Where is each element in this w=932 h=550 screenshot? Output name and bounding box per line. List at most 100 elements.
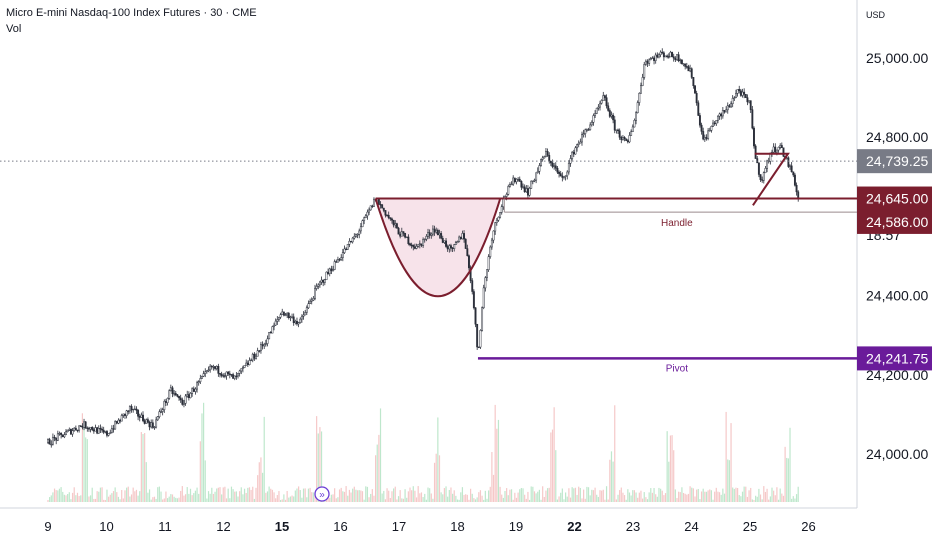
- volume-bar: [314, 494, 316, 502]
- volume-bar: [492, 474, 495, 502]
- volume-bar: [248, 487, 251, 502]
- candle-body: [561, 175, 564, 178]
- candle-body: [594, 113, 597, 116]
- volume-bar: [160, 491, 162, 502]
- volume-bar: [278, 491, 280, 502]
- volume-bar: [653, 488, 655, 502]
- volume-bar: [669, 435, 672, 502]
- volume-bar: [181, 486, 183, 502]
- candle-body: [409, 243, 411, 246]
- volume-bar: [792, 496, 794, 502]
- candle-body: [530, 180, 533, 189]
- volume-bar: [535, 493, 537, 502]
- volume-bar: [425, 499, 427, 502]
- candle-body: [792, 171, 795, 176]
- volume-bar: [791, 498, 793, 502]
- candle-body: [526, 188, 529, 196]
- volume-bar: [98, 491, 100, 502]
- candle-body: [345, 248, 348, 250]
- candle-body: [225, 371, 228, 377]
- volume-bar: [509, 489, 511, 502]
- volume-bar: [759, 494, 762, 502]
- candle-body: [700, 124, 703, 132]
- candle-body: [535, 172, 538, 181]
- volume-bar: [255, 487, 257, 502]
- volume-bar: [451, 493, 454, 502]
- candle-body: [508, 184, 511, 187]
- volume-bar: [777, 499, 780, 502]
- candle-body: [671, 52, 674, 57]
- candle-body: [297, 322, 300, 325]
- volume-bar: [641, 498, 644, 502]
- candle-body: [654, 54, 657, 61]
- volume-bar: [89, 495, 92, 502]
- volume-bar: [569, 497, 572, 502]
- candle-body: [50, 443, 53, 446]
- candle-body: [389, 217, 392, 220]
- candle-body: [772, 146, 775, 153]
- volume-bar: [612, 461, 614, 502]
- volume-bar: [162, 499, 164, 502]
- candle-body: [363, 217, 366, 221]
- volume-bar: [619, 490, 621, 502]
- volume-bar: [561, 488, 563, 502]
- candle-body: [155, 419, 158, 428]
- volume-bar: [417, 486, 419, 502]
- candle-body: [404, 233, 407, 238]
- candle-body: [150, 422, 153, 428]
- volume-bar: [784, 446, 786, 502]
- candle-body: [281, 311, 284, 315]
- candle-body: [441, 238, 444, 243]
- volume-bar: [468, 499, 470, 502]
- volume-bar: [699, 499, 701, 502]
- candle-body: [690, 68, 693, 78]
- volume-bar: [522, 488, 524, 502]
- volume-bar: [671, 435, 673, 502]
- candle-body: [461, 233, 464, 240]
- volume-bar: [704, 491, 706, 502]
- volume-bar: [702, 488, 704, 502]
- candle-body: [91, 427, 94, 431]
- volume-bar: [383, 490, 385, 502]
- volume-bar: [338, 489, 341, 502]
- candle-body: [99, 428, 102, 430]
- volume-bar: [453, 490, 455, 502]
- candle-body: [538, 165, 541, 172]
- chart-title: Micro E-mini Nasdaq-100 Index Futures · …: [6, 7, 257, 19]
- candle-body: [540, 159, 542, 166]
- cup-curve: [374, 198, 502, 298]
- volume-bar: [766, 488, 768, 502]
- candle-body: [728, 105, 731, 108]
- volume-bar: [678, 491, 680, 502]
- candle-body: [256, 350, 259, 357]
- volume-bar: [614, 405, 616, 502]
- volume-bar: [401, 498, 403, 502]
- volume-bar: [253, 498, 255, 502]
- volume-bar: [242, 494, 244, 502]
- candle-body: [649, 58, 652, 61]
- volume-bar: [623, 495, 626, 502]
- price-badge: [857, 186, 932, 211]
- candle-body: [495, 219, 498, 223]
- volume-bar: [361, 491, 364, 502]
- candle-body: [679, 59, 682, 62]
- y-tick-label: 24,800.00: [866, 129, 928, 145]
- candle-body: [631, 126, 634, 132]
- volume-bar: [129, 496, 131, 502]
- x-tick-label: 26: [801, 519, 815, 534]
- candle-body: [279, 314, 282, 318]
- candle-body: [310, 299, 313, 302]
- volume-bar: [139, 491, 141, 502]
- volume-bar: [203, 402, 205, 502]
- candle-body: [736, 89, 739, 94]
- volume-bar: [528, 499, 531, 502]
- candle-body: [613, 119, 616, 131]
- volume-bar: [196, 487, 198, 502]
- candle-body: [61, 434, 64, 438]
- candle-body: [672, 56, 675, 59]
- volume-bar: [705, 491, 708, 502]
- candle-body: [276, 319, 279, 322]
- volume-bar: [615, 499, 617, 502]
- candle-body: [567, 163, 570, 173]
- volume-bar: [443, 488, 445, 502]
